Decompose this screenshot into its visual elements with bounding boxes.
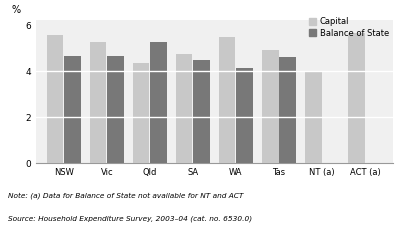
Bar	[236, 68, 253, 163]
Bar	[305, 72, 322, 163]
Bar	[64, 56, 81, 163]
Bar	[193, 60, 210, 163]
Bar	[262, 50, 279, 163]
Y-axis label: %: %	[12, 5, 21, 15]
Bar	[133, 63, 149, 163]
Bar	[176, 54, 193, 163]
Bar	[90, 42, 106, 163]
Legend: Capital, Balance of State: Capital, Balance of State	[309, 17, 389, 37]
Bar	[150, 42, 167, 163]
Bar	[219, 37, 235, 163]
Bar	[348, 33, 364, 163]
Bar	[107, 56, 123, 163]
Bar	[47, 35, 63, 163]
Text: Source: Household Expenditure Survey, 2003–04 (cat. no. 6530.0): Source: Household Expenditure Survey, 20…	[8, 215, 252, 222]
Text: Note: (a) Data for Balance of State not available for NT and ACT: Note: (a) Data for Balance of State not …	[8, 192, 243, 199]
Bar	[279, 57, 296, 163]
